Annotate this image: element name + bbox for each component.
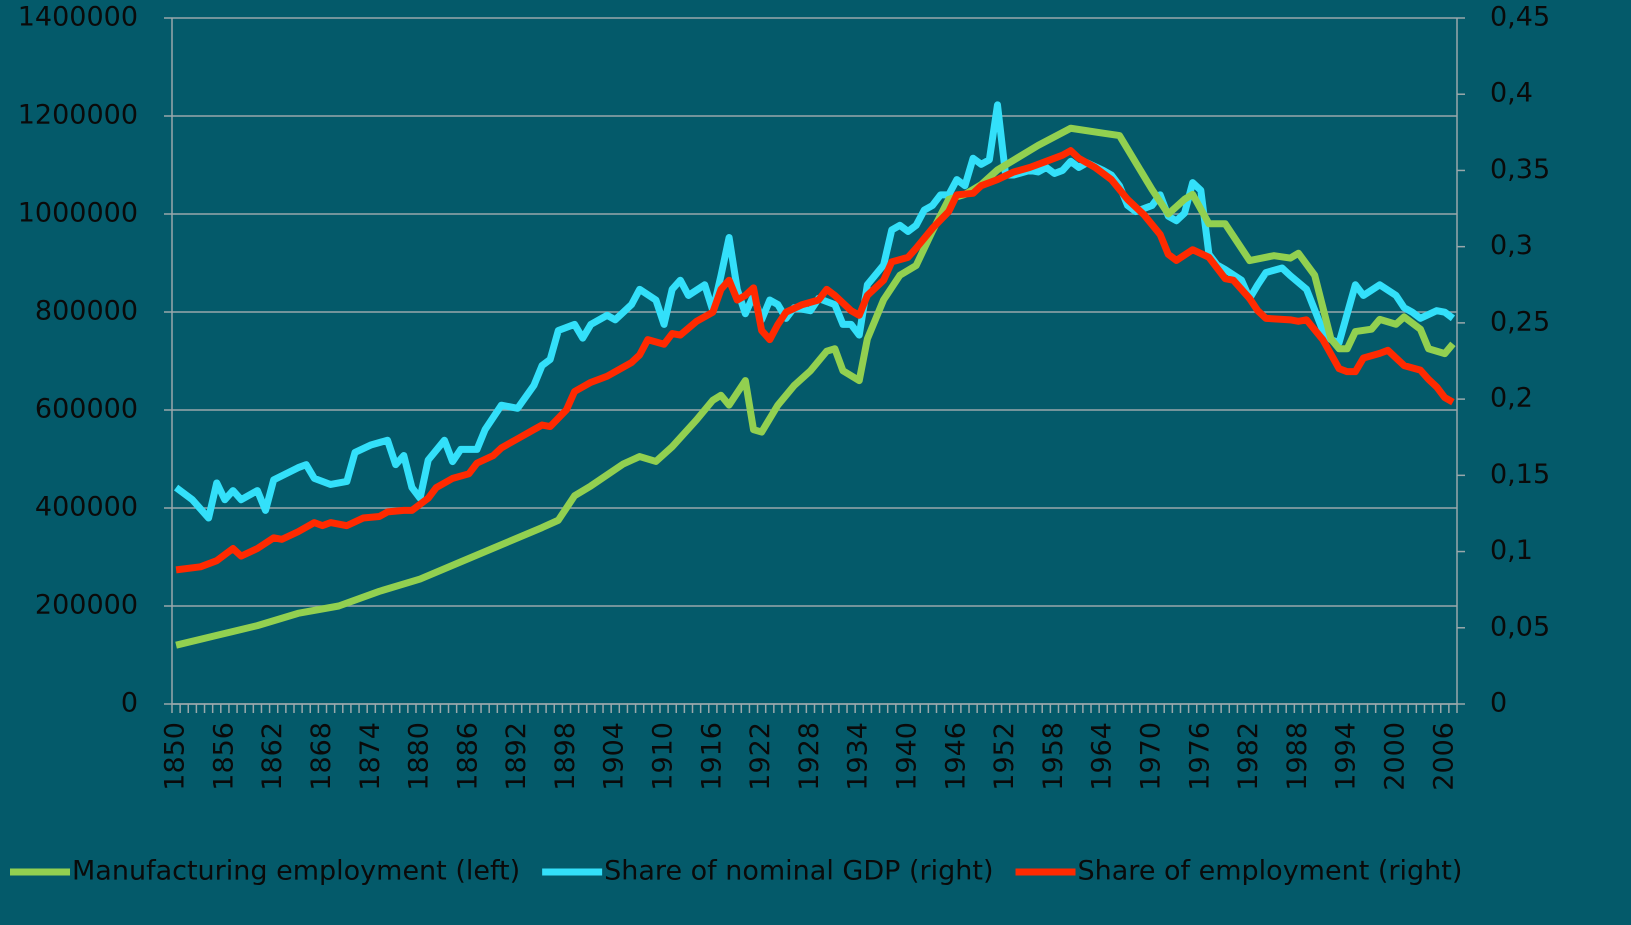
y-tick-label: 400000 (35, 492, 138, 523)
line-series (175, 124, 1456, 649)
line-series (175, 147, 1455, 574)
x-tick-label: 1946 (940, 722, 971, 791)
y-tick-label: 0 (121, 688, 138, 719)
x-tick-label: 1916 (696, 722, 727, 791)
y-tick-label: 1200000 (18, 100, 138, 131)
x-tick-label: 1934 (843, 722, 874, 791)
x-tick-label: 1910 (648, 722, 679, 791)
x-tick-label: 1850 (160, 722, 191, 791)
y2-tick-label: 0,45 (1490, 2, 1550, 33)
x-tick-label: 1958 (1038, 722, 1069, 791)
x-tick-label: 1880 (404, 722, 435, 791)
y-tick-label: 1400000 (18, 2, 138, 33)
x-tick-label: 1856 (208, 722, 239, 791)
x-tick-label: 1898 (550, 722, 581, 791)
x-tick-label: 2006 (1428, 722, 1459, 791)
x-tick-label: 1928 (794, 722, 825, 791)
y-tick-label: 600000 (35, 394, 138, 425)
y2-tick-label: 0,15 (1490, 459, 1550, 490)
x-tick-label: 1988 (1282, 722, 1313, 791)
x-tick-label: 1868 (306, 722, 337, 791)
y2-tick-label: 0,35 (1490, 154, 1550, 185)
y-tick-label: 1000000 (18, 198, 138, 229)
y2-tick-label: 0,1 (1490, 535, 1533, 566)
legend-label: Share of employment (right) (1078, 856, 1463, 887)
y2-tick-label: 0,25 (1490, 306, 1550, 337)
y2-tick-label: 0,4 (1490, 78, 1533, 109)
x-tick-label: 1886 (452, 722, 483, 791)
x-tick-label: 1862 (257, 722, 288, 791)
y-tick-label: 800000 (35, 296, 138, 327)
x-tick-label: 1982 (1233, 722, 1264, 791)
y2-tick-label: 0,2 (1490, 383, 1533, 414)
y-tick-label: 200000 (35, 590, 138, 621)
x-tick-label: 1994 (1331, 722, 1362, 791)
y2-tick-label: 0 (1490, 688, 1507, 719)
x-tick-label: 1970 (1136, 722, 1167, 791)
x-tick-label: 1922 (745, 722, 776, 791)
x-tick-label: 1940 (892, 722, 923, 791)
x-tick-label: 1964 (1087, 722, 1118, 791)
legend-label: Share of nominal GDP (right) (604, 856, 993, 887)
x-tick-label: 1976 (1184, 722, 1215, 791)
x-tick-label: 1952 (989, 722, 1020, 791)
x-tick-label: 1892 (501, 722, 532, 791)
x-tick-label: 1874 (355, 722, 386, 791)
x-tick-label: 1904 (599, 722, 630, 791)
x-tick-label: 2000 (1380, 722, 1411, 791)
y2-tick-label: 0,3 (1490, 230, 1533, 261)
y2-tick-label: 0,05 (1490, 611, 1550, 642)
legend-label: Manufacturing employment (left) (72, 856, 520, 887)
